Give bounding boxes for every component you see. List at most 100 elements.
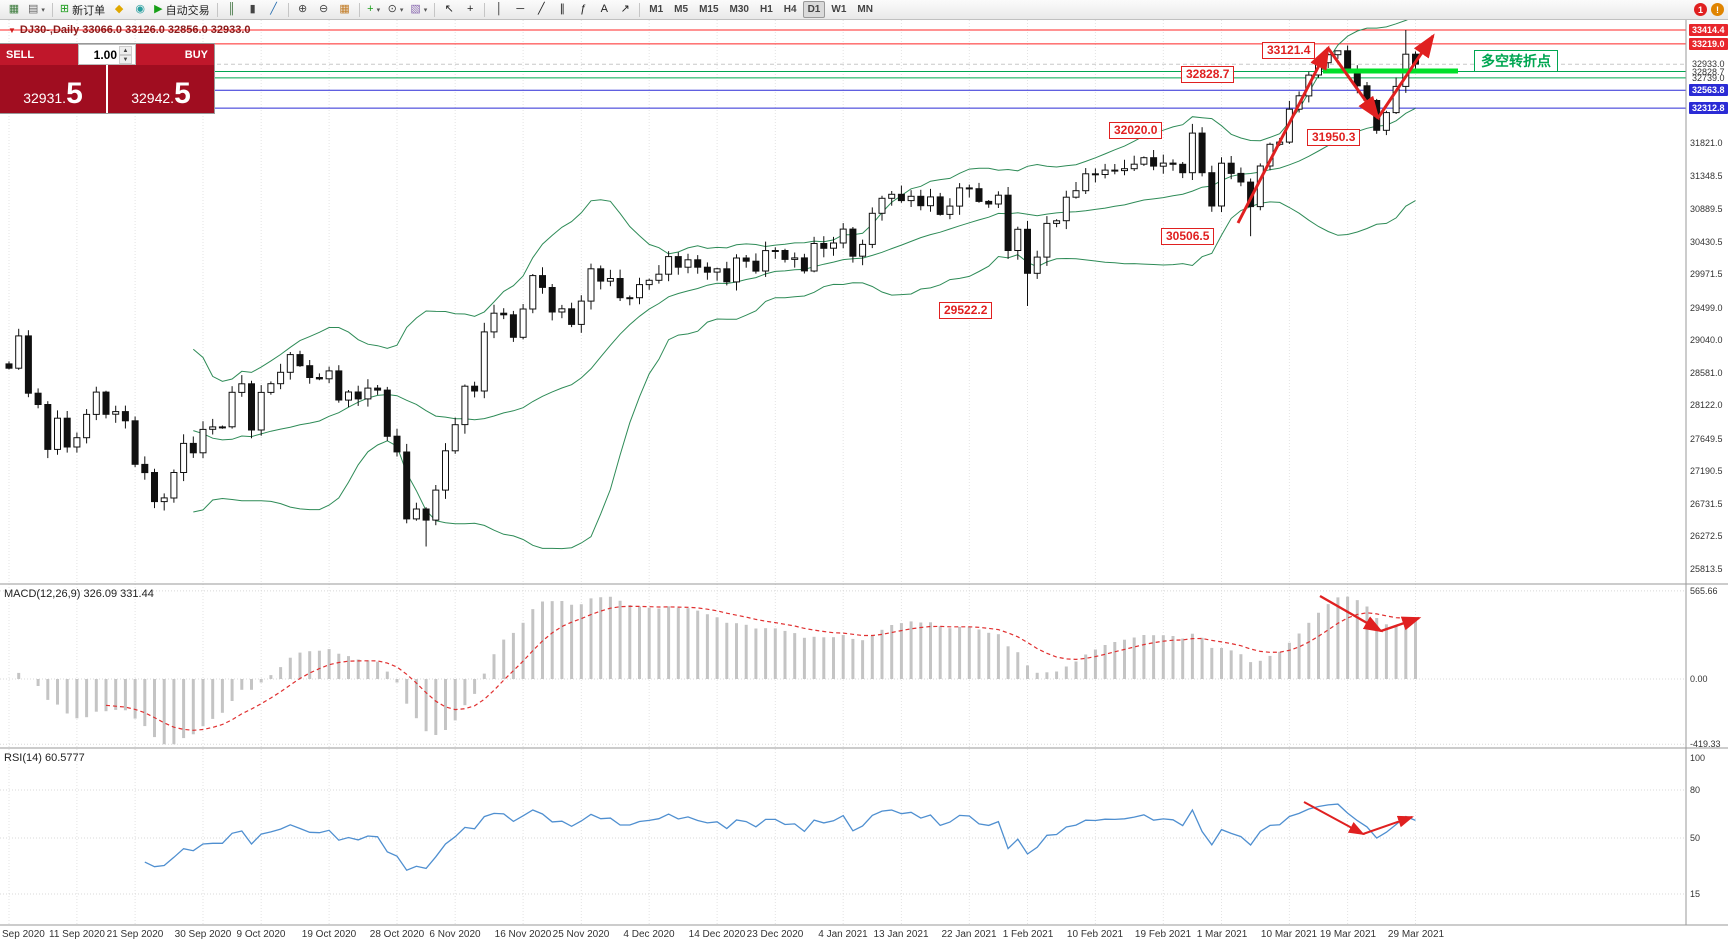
indicators-button[interactable]: + ▾ (364, 1, 384, 18)
timeframe-m30-button[interactable]: M30 (729, 4, 749, 15)
date-axis-label: 11 Sep 2020 (49, 929, 105, 940)
candlestick-chart-button[interactable]: ▮ (243, 1, 263, 18)
horizontal-line-button[interactable]: ─ (510, 1, 530, 18)
price-axis-tick: 27649.5 (1690, 434, 1723, 444)
toolbar-separator (216, 2, 218, 17)
one-click-trading-panel: SELL ▲ ▼ BUY 32931.5 32942.5 (0, 44, 214, 113)
autotrading-button-label: 自动交易 (165, 4, 210, 17)
buy-price[interactable]: 32942. 5 (108, 65, 214, 113)
zoom-out-button[interactable]: ⊖ (314, 1, 334, 18)
cursor-button-icon: ↖ (444, 3, 454, 15)
price-annotation[interactable]: 32020.0 (1109, 122, 1163, 139)
rsi-scale-label: 50 (1690, 833, 1701, 843)
alert-badge[interactable]: 1 (1694, 3, 1707, 16)
new-order-button[interactable]: ⊞ 新订单 (57, 1, 108, 18)
toolbar-separator (639, 2, 641, 17)
news-badge[interactable]: ! (1711, 3, 1724, 16)
zoom-in-button-icon: ⊕ (298, 3, 308, 15)
periods-button-icon: ⊙ (387, 3, 397, 15)
price-annotation[interactable]: 29522.2 (939, 302, 993, 319)
date-axis-label: 19 Mar 2021 (1319, 929, 1377, 940)
lot-size-input[interactable] (79, 47, 119, 62)
templates-button-icon: ▧ (410, 3, 421, 15)
crosshair-button-icon: + (467, 3, 474, 15)
date-axis-label: 16 Nov 2020 (494, 929, 552, 940)
price-axis-tick: 29040.0 (1690, 335, 1723, 345)
date-axis-label: 1 Mar 2021 (1196, 929, 1248, 940)
date-axis-label: 9 Oct 2020 (236, 929, 286, 940)
templates-button[interactable]: ▧ ▾ (407, 1, 430, 18)
lot-spinner: ▲ ▼ (119, 45, 132, 64)
price-axis-label: 32739.0 (1692, 73, 1725, 83)
text-button-icon: A (600, 3, 608, 15)
channel-button[interactable]: ∥ (552, 1, 572, 18)
date-axis-label: 21 Sep 2020 (106, 929, 164, 940)
sell-price-main: 32931. (23, 90, 67, 106)
new-order-button-label: 新订单 (72, 4, 106, 17)
lot-decrease-button[interactable]: ▼ (119, 54, 132, 64)
price-annotation[interactable]: 33121.4 (1262, 42, 1316, 59)
indicators-button-caret-icon: ▾ (376, 6, 381, 14)
arrows-button[interactable]: ↗ (615, 1, 635, 18)
buy-button[interactable]: BUY (136, 44, 214, 65)
sell-button[interactable]: SELL (0, 44, 78, 65)
profiles-button[interactable]: ▤ ▾ (25, 1, 48, 18)
line-chart-button-icon: ╱ (270, 3, 277, 15)
tile-windows-button-icon: ▦ (339, 3, 350, 15)
price-axis-tick: 31348.5 (1690, 171, 1723, 181)
trendline-button[interactable]: ╱ (531, 1, 551, 18)
new-chart-button-icon: ▦ (8, 3, 20, 15)
price-annotation[interactable]: 31950.3 (1307, 129, 1361, 146)
date-axis-label: Sep 2020 (2, 929, 45, 940)
timeframe-m1-button[interactable]: M1 (649, 4, 664, 15)
timeframe-m5-button[interactable]: M5 (674, 4, 689, 15)
periods-button[interactable]: ⊙ ▾ (385, 1, 407, 18)
price-axis-tick: 25813.5 (1690, 564, 1723, 574)
price-axis-label: 33414.4 (1689, 24, 1728, 36)
timeframe-mn-button[interactable]: MN (857, 4, 873, 15)
lot-size-box: ▲ ▼ (78, 44, 136, 65)
price-annotation[interactable]: 32828.7 (1181, 66, 1235, 83)
symbol-ohlc-line: ▼ DJ30-,Daily 33066.0 33126.0 32856.0 32… (8, 24, 251, 36)
crosshair-button[interactable]: + (460, 1, 480, 18)
vertical-line-button-icon: │ (495, 3, 503, 15)
toolbar-separator (434, 2, 436, 17)
sell-price[interactable]: 32931. 5 (0, 65, 106, 113)
cursor-button[interactable]: ↖ (439, 1, 459, 18)
line-chart-button[interactable]: ╱ (264, 1, 284, 18)
vertical-line-button[interactable]: │ (489, 1, 509, 18)
date-axis-label: 1 Feb 2021 (1002, 929, 1054, 940)
timeframe-m15-button[interactable]: M15 (699, 4, 719, 15)
lot-increase-button[interactable]: ▲ (119, 45, 132, 55)
turning-point-note[interactable]: 多空转折点 (1474, 50, 1558, 72)
text-button[interactable]: A (594, 1, 614, 18)
timeframe-w1-button[interactable]: W1 (831, 4, 847, 15)
timeframe-d1-button[interactable]: D1 (802, 1, 826, 18)
date-axis-label: 6 Nov 2020 (429, 929, 481, 940)
tile-windows-button[interactable]: ▦ (335, 1, 355, 18)
candlestick-chart-button-icon: ▮ (249, 3, 256, 15)
bar-chart-button-icon: ║ (227, 3, 236, 15)
bar-chart-button[interactable]: ║ (222, 1, 242, 18)
new-chart-button[interactable]: ▦ (4, 1, 24, 18)
timeframe-h1-button[interactable]: H1 (759, 4, 773, 15)
date-axis-label: 19 Oct 2020 (301, 929, 357, 940)
market-watch-button[interactable]: ◉ (130, 1, 150, 18)
autotrading-button-icon: ▶ (154, 3, 163, 15)
toolbar-separator (287, 2, 289, 17)
main-toolbar: ▦ ▤ ▾ ⊞ 新订单 ◆ ◉ ▶ 自动交易 ║ ▮ ╱ ⊕ ⊖ ▦ + ▾ ⊙ ▾ ▧ ▾ ↖ + │ ─ ╱ ∥ ƒ A ↗ M1 M5 M… (0, 0, 1728, 20)
price-axis-tick: 30889.5 (1690, 204, 1723, 214)
fibonacci-button[interactable]: ƒ (573, 1, 593, 18)
metaeditor-button[interactable]: ◆ (109, 1, 129, 18)
buy-button-label: BUY (184, 48, 208, 61)
date-axis-label: 10 Feb 2021 (1066, 929, 1124, 940)
date-axis-label: 30 Sep 2020 (174, 929, 232, 940)
macd-scale-label: -419.33 (1690, 739, 1721, 749)
timeframe-h4-button[interactable]: H4 (783, 4, 797, 15)
date-axis-label: 10 Mar 2021 (1260, 929, 1318, 940)
autotrading-button[interactable]: ▶ 自动交易 (151, 1, 212, 18)
price-annotation[interactable]: 30506.5 (1161, 228, 1215, 245)
zoom-in-button[interactable]: ⊕ (293, 1, 313, 18)
